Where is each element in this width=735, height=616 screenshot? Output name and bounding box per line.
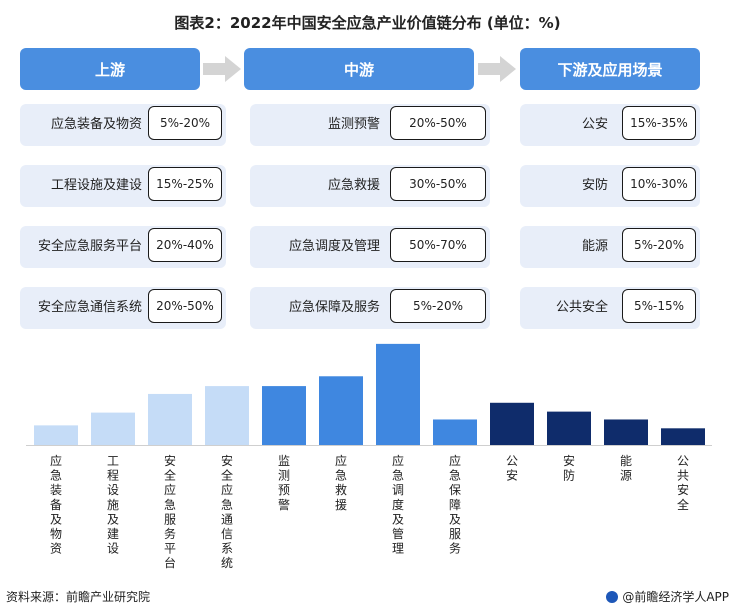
stage-header-downstream: 下游及应用场景 (520, 48, 700, 90)
source-note: 资料来源：前瞻产业研究院 (6, 590, 151, 604)
x-tick-label: 安防 (563, 453, 575, 483)
bar (490, 402, 534, 445)
segment-name: 应急救援 (327, 178, 380, 193)
value-range-badge: 20%-40% (148, 228, 222, 262)
value-range-badge: 10%-30% (622, 167, 696, 201)
segment-name: 能源 (581, 239, 608, 254)
segment-name: 公安 (581, 117, 608, 132)
value-range-badge: 30%-50% (390, 167, 486, 201)
bar (205, 386, 249, 445)
value-chain-cell: 安全应急服务平台 20%-40% (20, 226, 226, 268)
segment-name: 安防 (581, 178, 608, 193)
arrow-right-icon (478, 56, 516, 82)
value-chain-cell: 安防 10%-30% (520, 165, 700, 207)
bar (34, 425, 78, 445)
value-chain-cell: 应急救援 30%-50% (250, 165, 490, 207)
x-tick-label: 应急救援 (335, 453, 347, 512)
segment-name: 应急装备及物资 (50, 117, 142, 132)
bar (376, 343, 420, 445)
value-chain-cell: 公共安全 5%-15% (520, 287, 700, 329)
x-tick-label: 工程设施及建设 (107, 454, 119, 556)
bar (661, 428, 705, 445)
brand-credit-text: @前瞻经济学人APP (622, 590, 729, 604)
value-range-badge: 20%-50% (390, 106, 486, 140)
brand-credit: @前瞻经济学人APP (606, 588, 729, 605)
bar-chart: 应急装备及物资 工程设施及建设 安全应急服务平台 安全应急通信系统 监测预警 应急救援 应急… (26, 343, 712, 570)
value-chain-cell: 工程设施及建设 15%-25% (20, 165, 226, 207)
value-chain-cell: 安全应急通信系统 20%-50% (20, 287, 226, 329)
x-tick-label: 监测预警 (278, 454, 290, 512)
brand-logo-icon (606, 590, 619, 603)
x-tick-label: 公安 (506, 454, 518, 483)
x-tick-label: 能源 (620, 454, 632, 483)
arrow-right-icon (203, 56, 241, 82)
bar (91, 412, 135, 445)
bar (262, 386, 306, 445)
value-range-badge: 5%-20% (148, 106, 222, 140)
segment-name: 应急保障及服务 (288, 300, 380, 315)
segment-name: 安全应急服务平台 (37, 239, 142, 254)
value-chain-cell: 能源 5%-20% (520, 226, 700, 268)
value-range-badge: 15%-25% (148, 167, 222, 201)
value-range-badge: 20%-50% (148, 289, 222, 323)
x-tick-label: 安全应急服务平台 (164, 453, 176, 570)
value-range-badge: 5%-20% (622, 228, 696, 262)
segment-name: 公共安全 (555, 300, 608, 315)
value-chain-cell: 应急装备及物资 5%-20% (20, 104, 226, 146)
value-chain-cell: 公安 15%-35% (520, 104, 700, 146)
value-chain-cell: 应急调度及管理 50%-70% (250, 226, 490, 268)
value-range-badge: 5%-20% (390, 289, 486, 323)
segment-name: 监测预警 (327, 117, 380, 132)
segment-name: 工程设施及建设 (50, 178, 142, 193)
x-tick-label: 应急装备及物资 (50, 453, 62, 556)
value-range-badge: 15%-35% (622, 106, 696, 140)
bar (148, 393, 192, 445)
bar (604, 419, 648, 445)
stage-header-midstream: 中游 (244, 48, 474, 90)
value-range-badge: 5%-15% (622, 289, 696, 323)
bar (433, 419, 477, 445)
x-tick-label: 公共安全 (677, 454, 689, 512)
x-tick-label: 应急保障及服务 (449, 453, 461, 556)
value-range-badge: 50%-70% (390, 228, 486, 262)
segment-name: 应急调度及管理 (288, 239, 380, 254)
segment-name: 安全应急通信系统 (37, 300, 142, 315)
stage-header-upstream: 上游 (20, 48, 200, 90)
x-tick-label: 安全应急通信系统 (221, 453, 233, 570)
value-chain-cell: 监测预警 20%-50% (250, 104, 490, 146)
bar (547, 411, 591, 445)
bar (319, 376, 363, 445)
chart-title: 图表2：2022年中国安全应急产业价值链分布 (单位：%) (174, 14, 561, 32)
value-chain-cell: 应急保障及服务 5%-20% (250, 287, 490, 329)
x-tick-label: 应急调度及管理 (392, 453, 404, 556)
